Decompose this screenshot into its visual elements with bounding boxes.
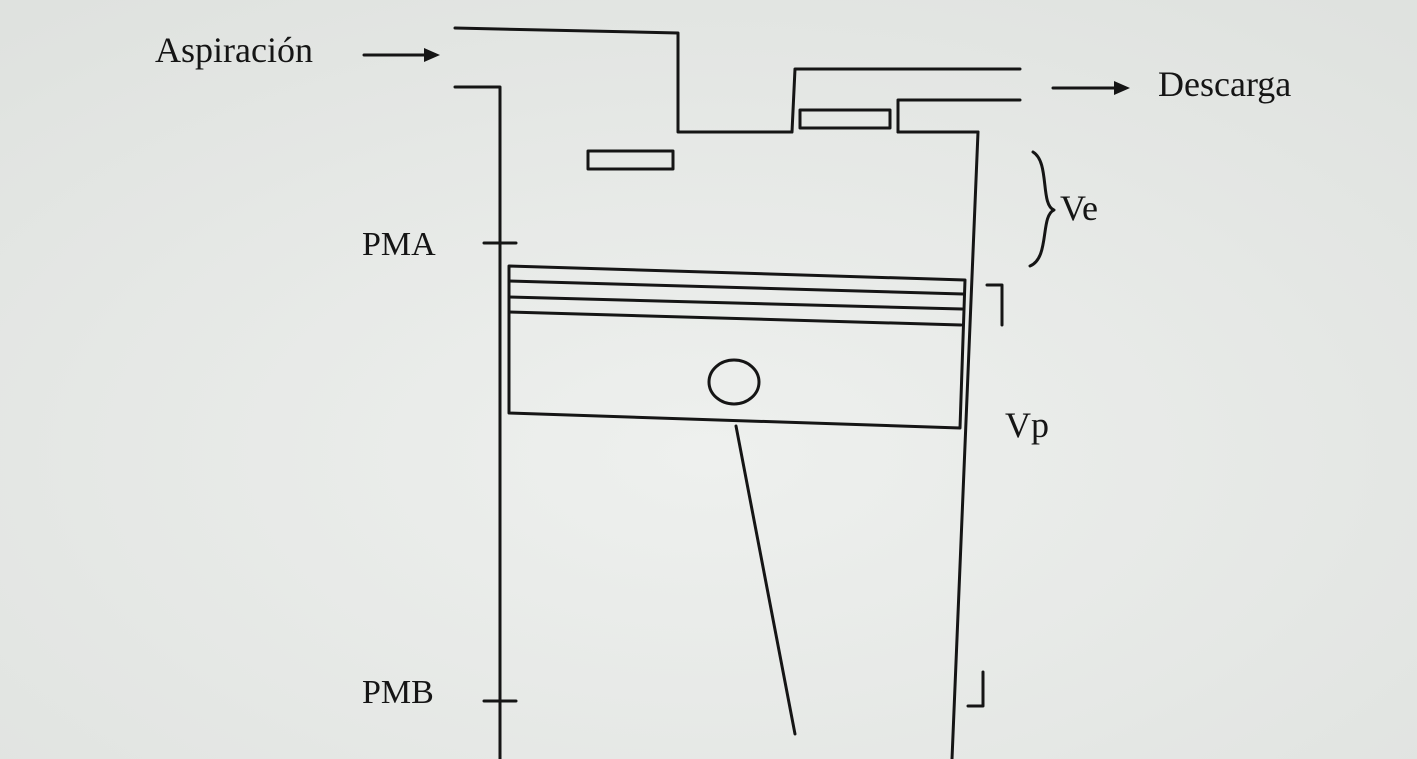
discharge-label: Descarga <box>1158 64 1291 104</box>
cylinder-head-left <box>453 85 502 134</box>
intake-label: Aspiración <box>155 30 313 70</box>
piston-ring-1 <box>507 279 965 296</box>
piston-body <box>507 264 967 430</box>
piston-ring-2 <box>507 295 964 311</box>
connecting-rod <box>734 424 797 736</box>
ve-brace <box>1028 150 1056 268</box>
intake-valve <box>586 149 675 171</box>
vp-label: Vp <box>1005 405 1049 445</box>
piston-ring-3 <box>507 310 963 327</box>
ve-label: Ve <box>1060 188 1098 228</box>
pmb-label: PMB <box>362 674 434 711</box>
piston-pin <box>707 358 761 406</box>
intake-port <box>453 26 1022 134</box>
intake-arrow-head <box>424 48 440 62</box>
pma-label: PMA <box>362 226 436 263</box>
cylinder-right-wall <box>950 130 980 759</box>
vp-bracket-top <box>985 283 1004 327</box>
discharge-port <box>896 98 1022 134</box>
discharge-arrow-head <box>1114 81 1130 95</box>
vp-bracket-bottom <box>966 670 985 708</box>
discharge-valve <box>798 108 892 130</box>
